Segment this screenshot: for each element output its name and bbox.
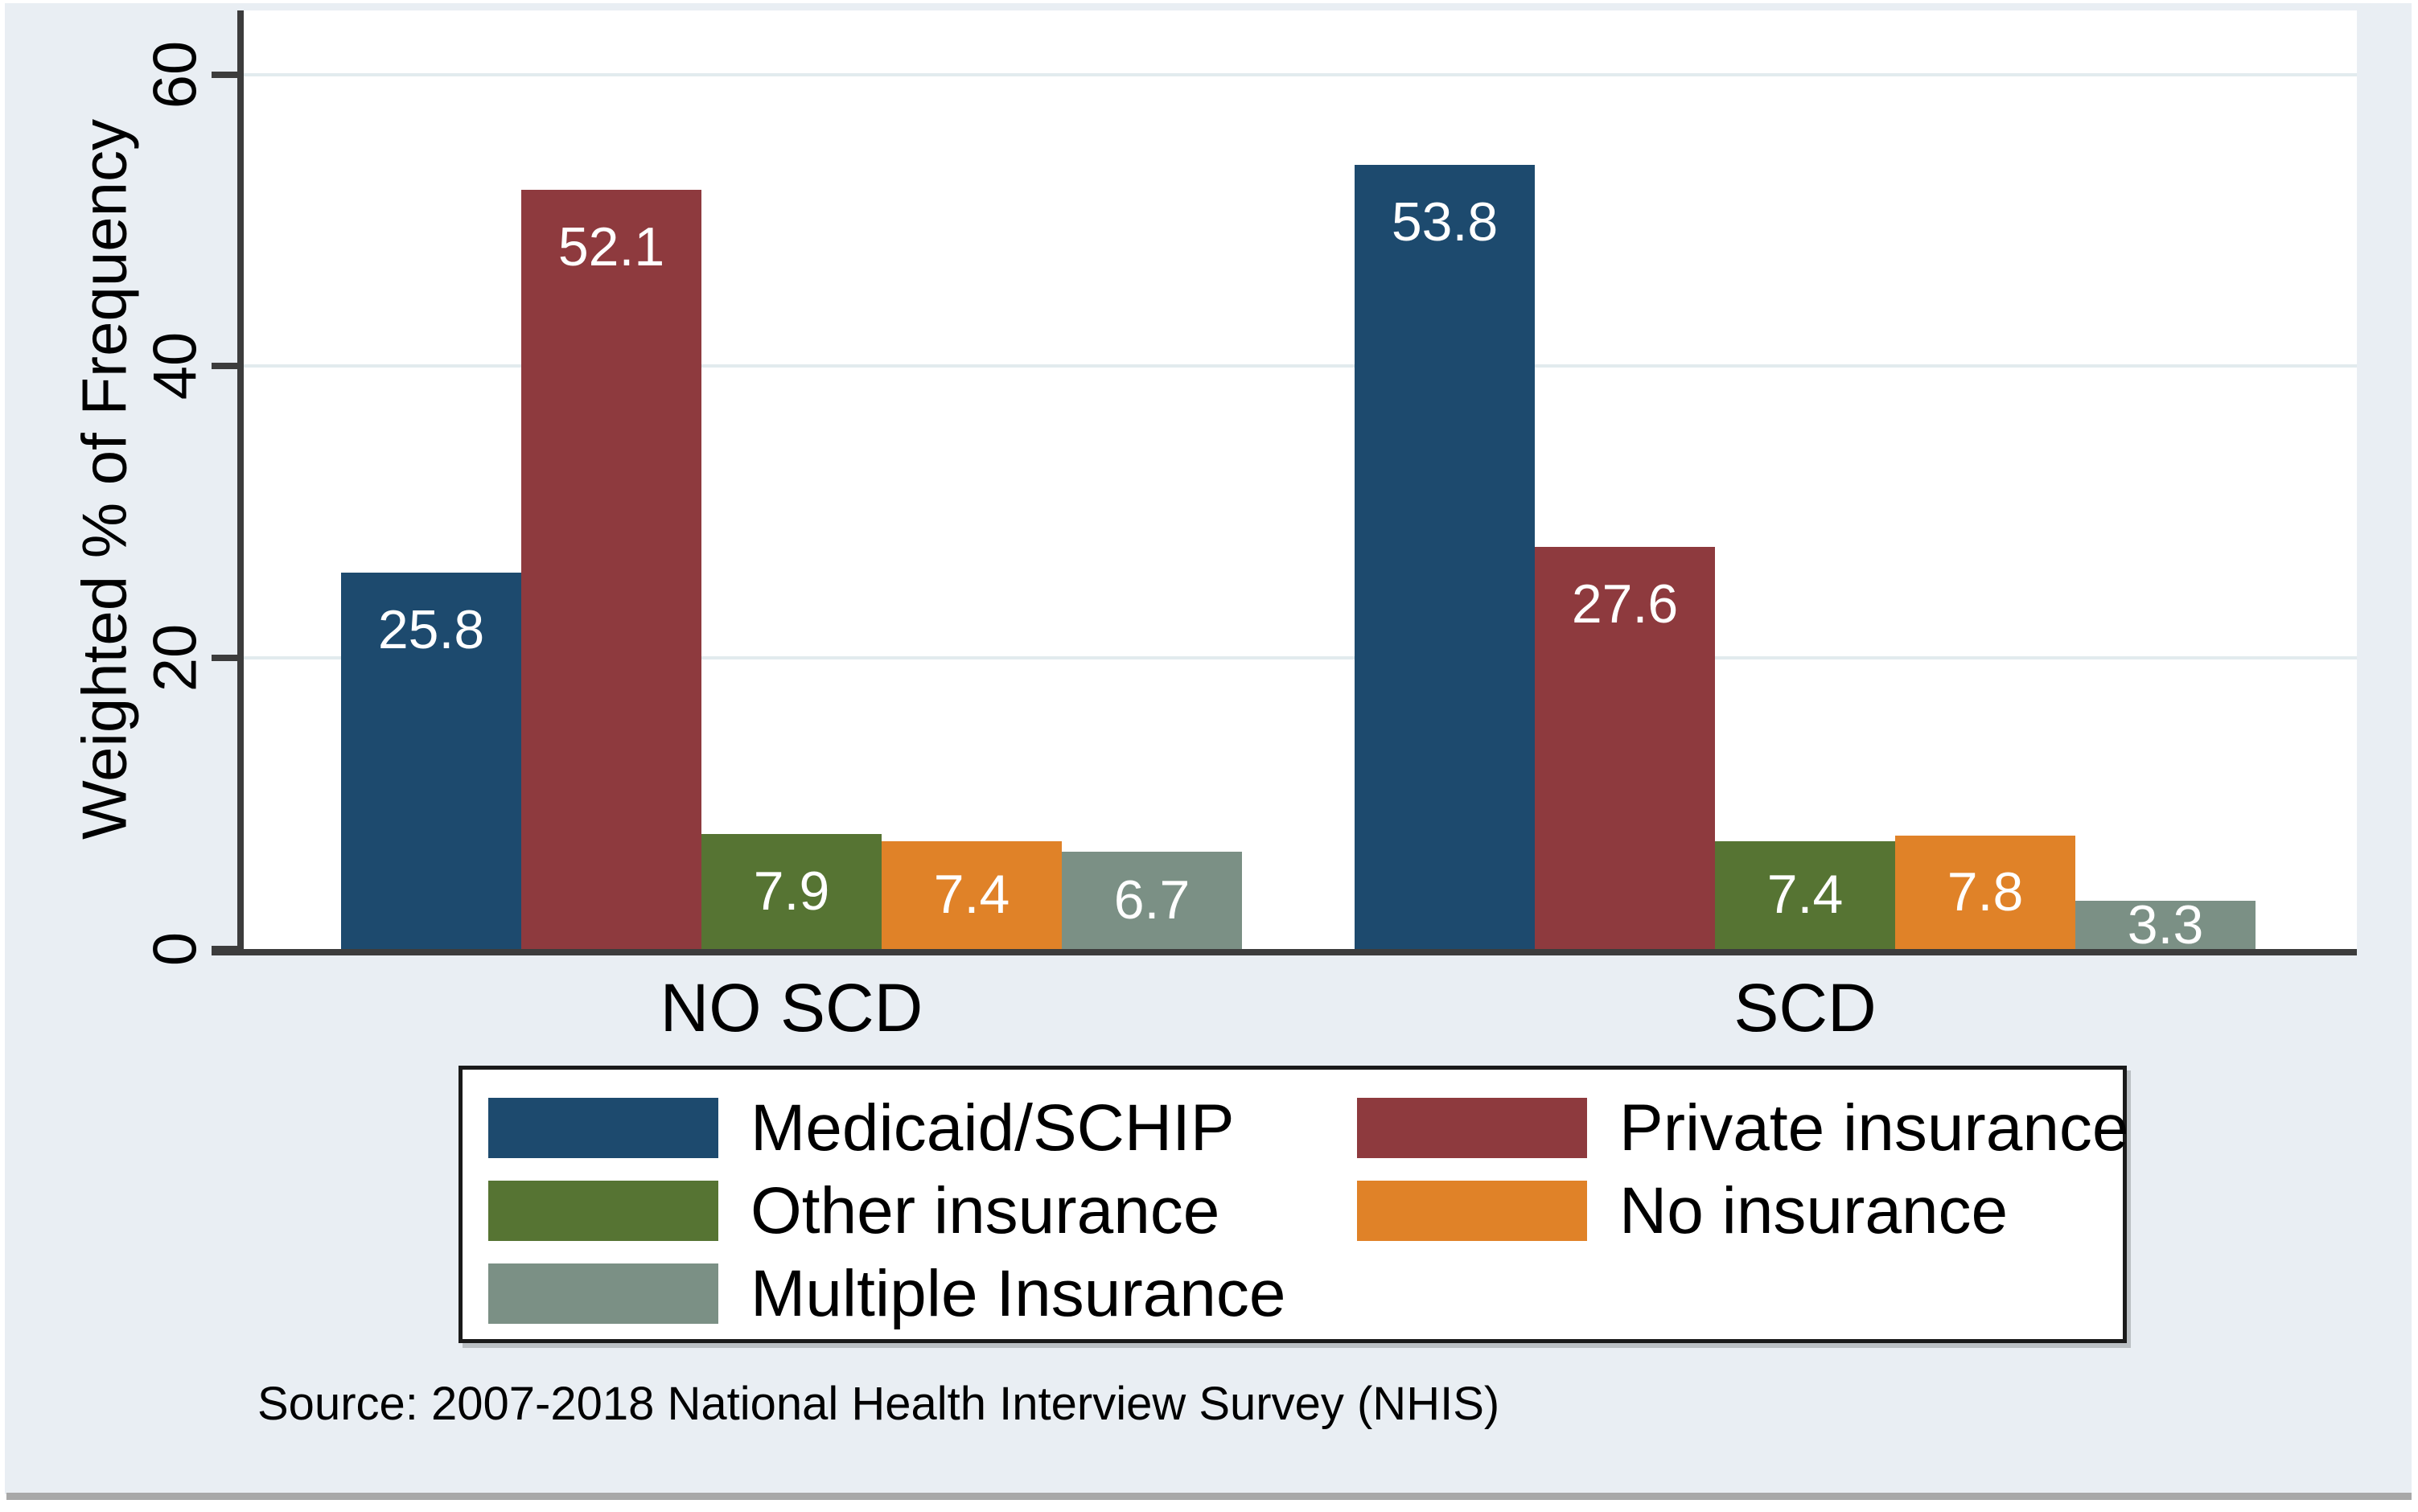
bar-value-label: 7.4 [1766,864,1844,925]
bar-value-label: 3.3 [2127,894,2204,955]
bar-medicaid-schip-no-scd [341,573,521,949]
gridline-60 [244,73,2357,76]
gridline-40 [244,364,2357,368]
category-label-no-scd: NO SCD [660,970,923,1046]
bar-value-label: 52.1 [557,216,665,277]
gridline-20 [244,656,2357,659]
bar-multiple-insurance-no-scd [1062,852,1242,949]
y-axis-title: Weighted % of Frequency [68,118,140,840]
bar-other-insurance-scd [1715,841,1895,949]
legend: Medicaid/SCHIP Private insurance Other ins… [459,1066,2129,1343]
bar-private-insurance-no-scd [521,190,701,949]
legend-label-medicaid-schip: Medicaid/SCHIP [750,1091,1235,1165]
y-tick-label-0: 0 [141,931,210,967]
bar-value-label: 25.8 [377,599,485,660]
bar-value-label: 7.4 [933,864,1010,925]
legend-label-private-insurance: Private insurance [1619,1091,2129,1165]
bar-private-insurance-scd [1535,547,1715,949]
y-tick-label-40: 40 [141,331,210,401]
legend-label-other-insurance: Other insurance [750,1174,1220,1247]
y-tick-40 [212,363,237,369]
y-tick-60 [212,72,237,78]
bar-value-label: 53.8 [1391,191,1499,253]
figure-bottom-rule [6,1493,2412,1500]
bar-multiple-insurance-scd [2075,901,2256,949]
legend-label-multiple-insurance: Multiple Insurance [750,1257,1286,1330]
y-tick-label-20: 20 [141,623,210,692]
bar-no-insurance-no-scd [882,841,1062,949]
legend-swatch-other-insurance [488,1181,718,1241]
bar-no-insurance-scd [1895,836,2075,949]
bar-other-insurance-no-scd [701,834,882,949]
bar-value-label: 7.9 [753,861,830,922]
category-label-scd: SCD [1733,970,1877,1046]
bar-value-label: 27.6 [1571,573,1679,635]
legend-label-no-insurance: No insurance [1619,1174,2009,1247]
bar-value-label: 6.7 [1113,869,1190,931]
bar-medicaid-schip-scd [1355,165,1535,949]
y-tick-0 [212,946,237,952]
legend-swatch-medicaid-schip [488,1098,718,1158]
y-tick-label-60: 60 [141,40,210,109]
y-tick-20 [212,655,237,661]
y-axis-line [237,10,244,955]
x-axis-line [212,949,2357,955]
legend-swatch-no-insurance [1357,1181,1587,1241]
bar-value-label: 7.8 [1947,861,2024,922]
legend-swatch-private-insurance [1357,1098,1587,1158]
source-note: Source: 2007-2018 National Health Interv… [257,1378,1500,1430]
legend-swatch-multiple-insurance [488,1263,718,1324]
